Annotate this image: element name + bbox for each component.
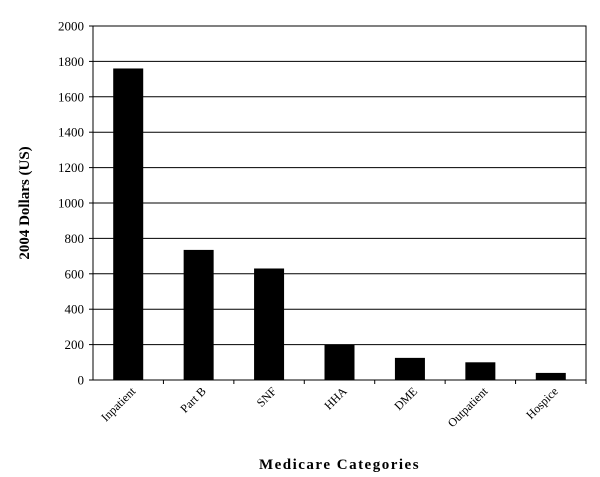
y-tick-label: 1600 [58, 89, 84, 104]
y-tick-label: 0 [78, 373, 85, 388]
x-tick-label: Outpatient [445, 384, 491, 430]
bar [394, 357, 425, 380]
y-tick-label: 1400 [58, 125, 84, 140]
x-tick-labels: Inpatient Part B SNF HHA DME Outpatient Hospic… [98, 384, 561, 430]
bar [183, 249, 214, 380]
x-tick-label: Part B [177, 384, 208, 415]
x-tick-label: Inpatient [98, 384, 139, 425]
bar [324, 344, 355, 380]
x-tick-label: SNF [254, 384, 280, 410]
bars [113, 68, 566, 380]
bar [113, 68, 144, 380]
y-tick-label: 400 [65, 302, 85, 317]
y-tick-label: 600 [65, 266, 85, 281]
y-tick-label: 800 [65, 231, 85, 246]
gridlines [93, 25, 586, 346]
y-tick-labels: 0 200 400 600 800 1000 1200 1400 1600 1800 2000 [58, 19, 84, 388]
y-tick-label: 200 [65, 337, 85, 352]
bar [535, 372, 566, 380]
y-tick-label: 1800 [58, 54, 84, 69]
plot-area-frame [92, 25, 587, 381]
y-axis-title: 2004 Dollars (US) [17, 146, 33, 259]
bar [254, 268, 285, 380]
bar [465, 362, 496, 380]
axes [89, 25, 587, 384]
x-tick-label: HHA [321, 384, 350, 413]
x-axis-title: Medicare Categories [259, 457, 420, 473]
x-tick-label: DME [391, 384, 420, 413]
y-tick-label: 1200 [58, 160, 84, 175]
y-tick-label: 1000 [58, 196, 84, 211]
y-tick-label: 2000 [58, 19, 84, 34]
x-tick-label: Hospice [523, 384, 561, 422]
